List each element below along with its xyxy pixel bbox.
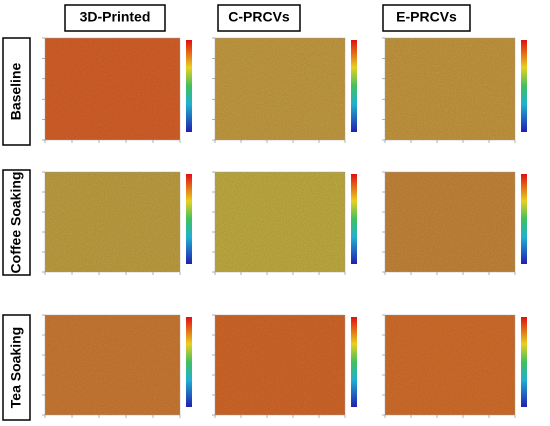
surface-texture [45, 315, 180, 415]
color-bar [186, 40, 192, 132]
surface-texture [385, 172, 515, 272]
color-bar [351, 317, 357, 407]
column-header-box [64, 4, 166, 32]
color-bar [521, 174, 527, 264]
color-bar [351, 40, 357, 132]
row-label-box [2, 169, 31, 276]
row-label: Tea Soaking [8, 327, 24, 408]
row-label: Coffee Soaking [8, 172, 24, 274]
column-header-box [382, 4, 471, 32]
surface-texture [385, 38, 515, 140]
surface-texture [385, 315, 515, 415]
surface-texture [215, 38, 345, 140]
color-bar [351, 174, 357, 264]
column-header-box [217, 4, 301, 32]
surface-texture [215, 172, 345, 272]
column-header: 3D-Printed [80, 9, 151, 25]
color-bar [186, 317, 192, 407]
surface-texture [215, 315, 345, 415]
surface-texture [45, 172, 180, 272]
color-bar [186, 174, 192, 264]
color-bar [521, 40, 527, 132]
column-header: E-PRCVs [396, 9, 457, 25]
surface-texture [45, 38, 180, 140]
row-label: Baseline [8, 62, 24, 120]
color-bar [521, 317, 527, 407]
row-label-box [2, 314, 31, 421]
column-header: C-PRCVs [228, 9, 290, 25]
row-label-box [2, 37, 31, 146]
